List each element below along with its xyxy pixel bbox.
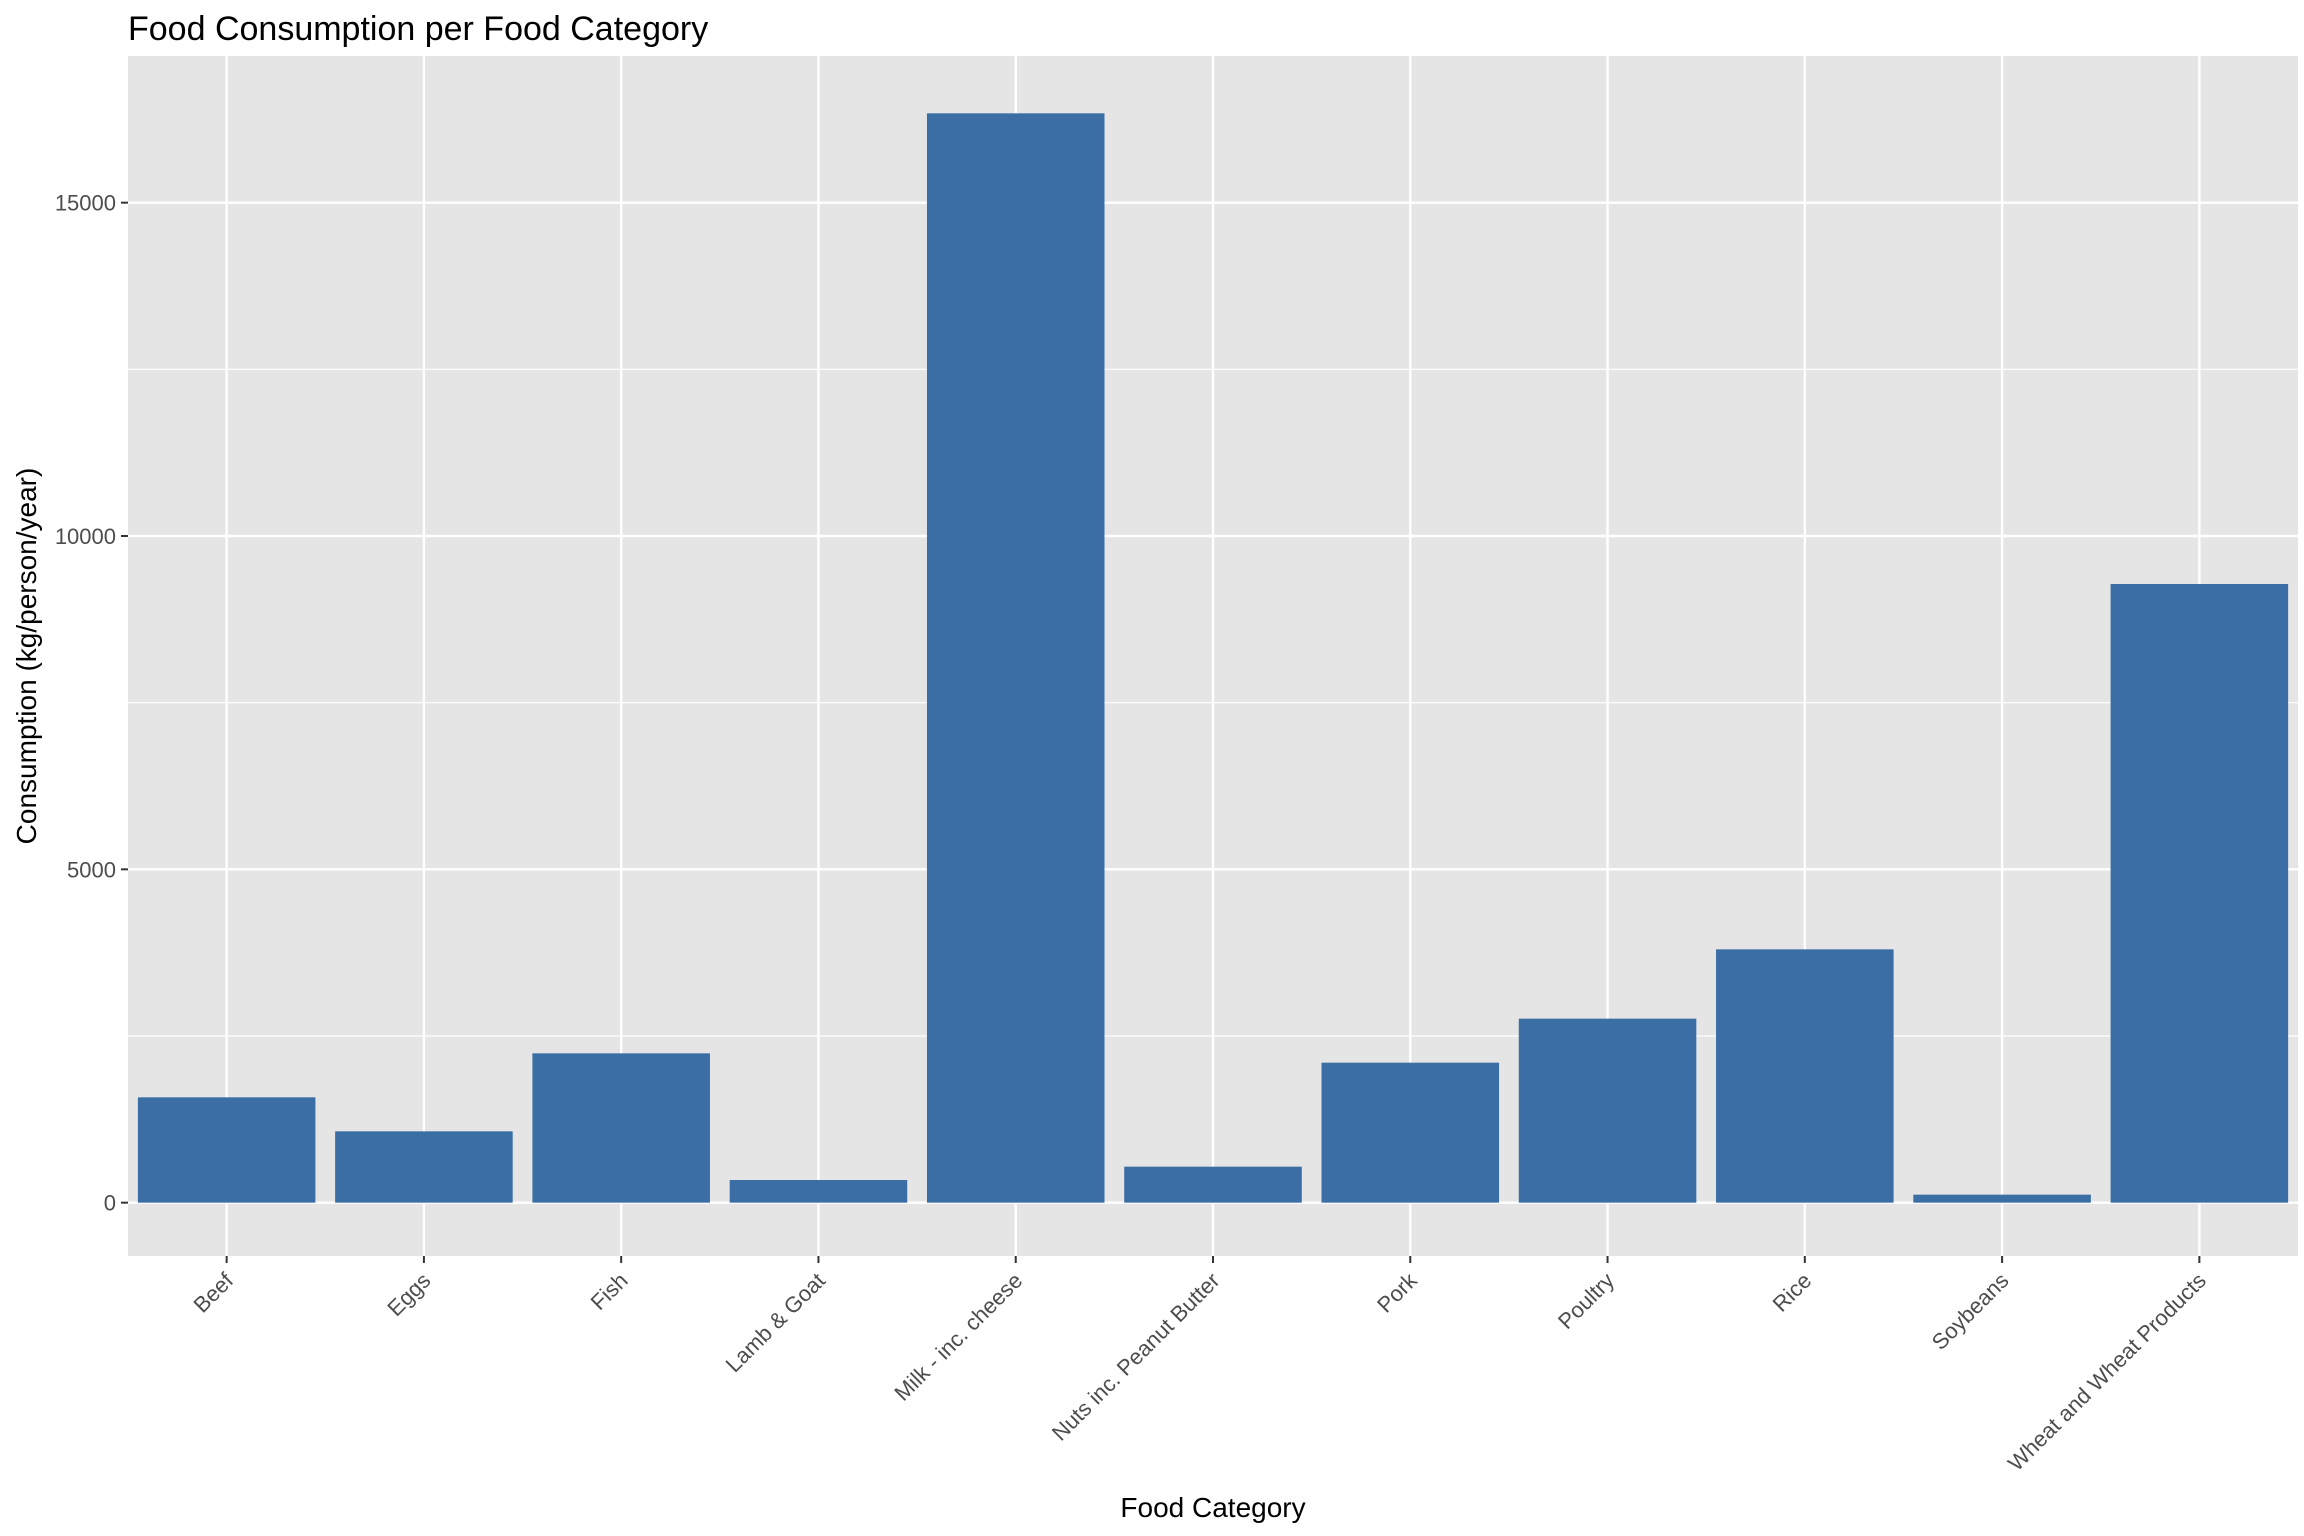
x-tick-label: Rice [1768,1268,1817,1317]
bar-milk-inc-cheese [926,113,1105,1203]
y-axis-title: Consumption (kg/person/year) [11,468,42,845]
x-tick-label: Pork [1372,1267,1422,1317]
chart-title: Food Consumption per Food Category [128,10,708,48]
bar-nuts-inc-peanut-butter [1124,1166,1302,1203]
bar-rice [1716,949,1894,1203]
x-axis: Beef Eggs Fish Lamb & Goat Milk - inc. chees… [188,1256,2211,1476]
x-tick-label: Lamb & Goat [721,1268,830,1377]
bar-soybeans [1913,1194,2091,1203]
bar-poultry [1518,1018,1697,1203]
x-tick-label: Poultry [1553,1268,1619,1334]
bar-pork [1321,1062,1500,1203]
y-axis: 0 5000 10000 15000 [55,191,128,1216]
x-axis-title: Food Category [1120,1492,1305,1523]
bar-beef [137,1097,316,1203]
y-tick-label: 10000 [55,524,116,549]
x-tick-label: Eggs [382,1268,435,1321]
bar-wheat-and-wheat-products [2110,584,2289,1203]
bar-lamb-goat [729,1180,908,1203]
x-tick-label: Beef [188,1267,238,1317]
x-tick-label: Soybeans [1927,1268,2014,1355]
x-tick-label: Milk - inc. cheese [889,1268,1027,1406]
x-tick-label: Wheat and Wheat Products [2003,1268,2211,1476]
bars [137,113,2289,1203]
x-tick-label: Nuts inc. Peanut Butter [1047,1268,1225,1446]
y-tick-label: 0 [104,1191,116,1216]
y-tick-label: 15000 [55,191,116,216]
x-tick-label: Fish [586,1268,633,1315]
bar-fish [532,1053,710,1203]
bar-eggs [335,1131,513,1203]
y-tick-label: 5000 [67,857,116,882]
